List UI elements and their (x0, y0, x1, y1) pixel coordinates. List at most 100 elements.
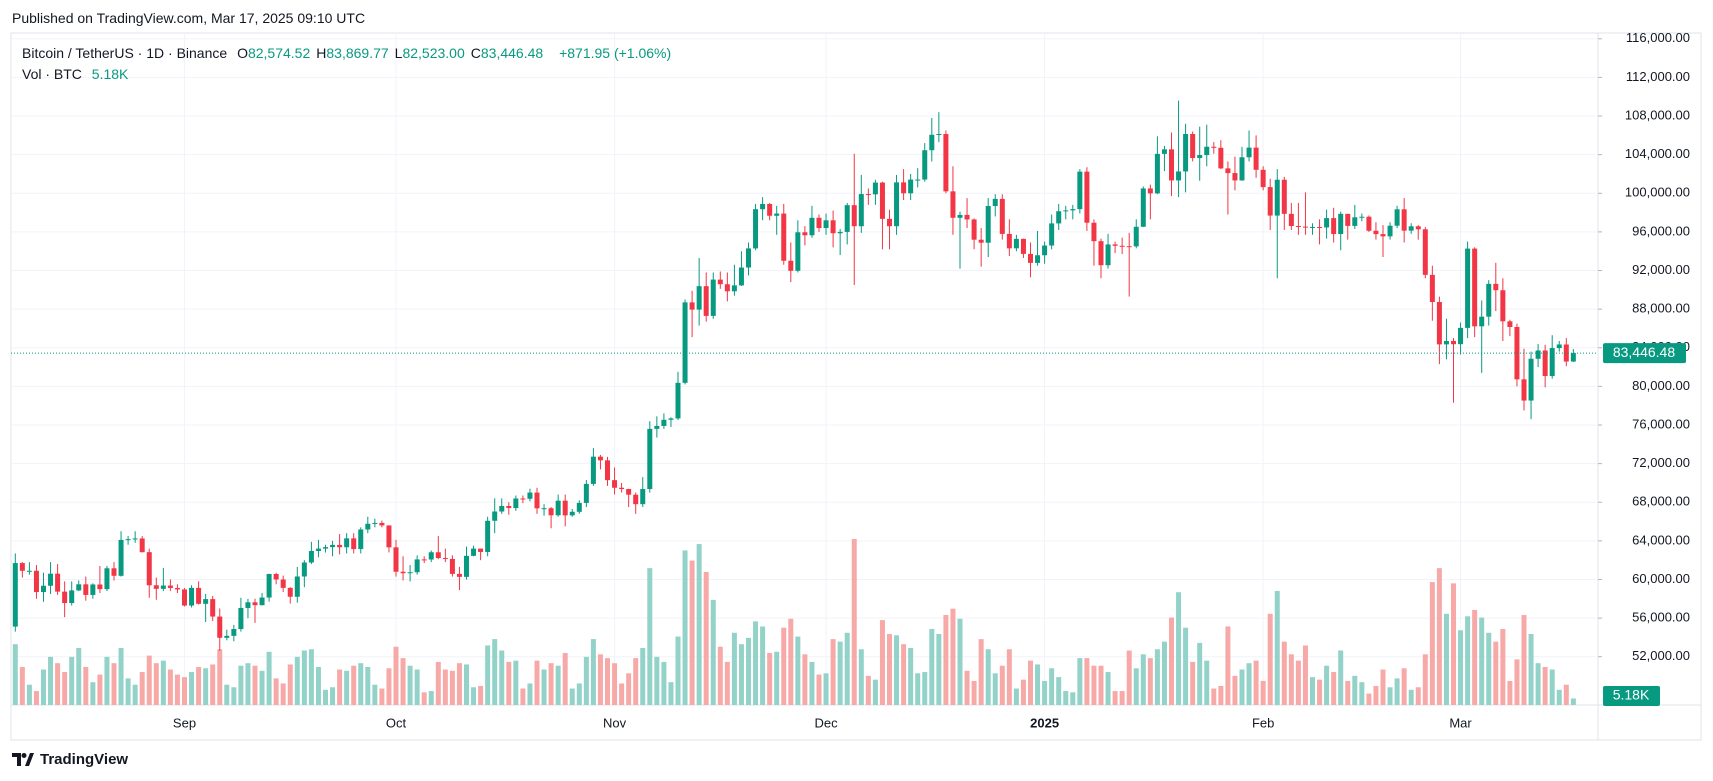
y-tick-label: 116,000.00 (1626, 30, 1690, 45)
candle-body (788, 260, 794, 271)
candle-body (1422, 229, 1428, 275)
y-tick-label: 72,000.00 (1632, 455, 1690, 470)
volume-bar (1183, 627, 1189, 705)
volume-bar (414, 669, 420, 705)
candle-body (1084, 171, 1090, 223)
candle-body (590, 456, 596, 484)
candle-body (1197, 155, 1203, 159)
volume-bar (506, 661, 512, 705)
volume-bar (1401, 668, 1407, 705)
candle-body (280, 579, 286, 588)
volume-bar (19, 666, 25, 705)
volume-bar (710, 599, 716, 705)
candle-body (449, 558, 455, 574)
volume-bar (400, 658, 406, 705)
volume-bar (1133, 668, 1139, 705)
axes: 52,000.00 56,000.00 60,000.00 64,000.00 68,0… (11, 30, 1690, 730)
volume-bar (1387, 687, 1393, 705)
candle-body (259, 597, 265, 606)
volume-bar (999, 665, 1005, 705)
candle-body (1105, 244, 1111, 266)
candle-body (703, 286, 709, 316)
candle-body (569, 511, 575, 516)
candle-body (139, 538, 145, 553)
candle-body (499, 506, 505, 512)
candle-body (407, 572, 413, 574)
volume-bar (351, 665, 357, 705)
candle-body (1310, 226, 1315, 228)
candle-body (104, 568, 110, 590)
candle-body (746, 248, 751, 268)
volume-bar (1253, 660, 1259, 705)
volume-bar (323, 689, 328, 705)
candle-body (1098, 241, 1104, 266)
change: +871.95 (+1.06%) (559, 45, 672, 61)
candle-body (534, 492, 540, 509)
candle-body (661, 419, 667, 426)
volume-bar (1112, 691, 1118, 705)
candle-body (915, 179, 921, 181)
candle-body (605, 460, 610, 481)
candle-body (125, 539, 131, 541)
volume-bar (760, 626, 766, 705)
candle-body (1267, 187, 1273, 216)
brand: TradingView (12, 751, 128, 768)
volume-bar (1310, 677, 1315, 705)
volume-bar (33, 691, 39, 705)
volume-bar (767, 653, 773, 705)
candle-body (901, 182, 907, 194)
candle-body (781, 213, 787, 261)
volume-bar (1535, 663, 1541, 705)
volume-bar (619, 683, 625, 705)
candle-body (1486, 283, 1492, 317)
candle-body (738, 267, 744, 286)
volume-bar (830, 639, 836, 705)
volume-bar (936, 634, 942, 705)
last-price-label: 83,446.48 (1613, 344, 1675, 360)
candle-body (1324, 218, 1330, 228)
candle-body (231, 629, 237, 636)
candle-body (943, 133, 949, 192)
candle-body (442, 558, 448, 560)
ohlc-key: L (394, 45, 403, 61)
volume-bar (675, 636, 681, 705)
candles (12, 100, 1576, 651)
candle-body (196, 587, 202, 604)
volume-bar (1443, 613, 1449, 705)
volume-bar (724, 661, 730, 705)
last-volume-box (1603, 686, 1660, 706)
volume-bar (1415, 687, 1421, 705)
candle-body (287, 587, 293, 597)
candle-body (1133, 226, 1139, 247)
volume-bar (421, 692, 427, 705)
ohlc-key: H (316, 45, 327, 61)
volume-bar (182, 677, 187, 705)
candle-body (1408, 226, 1414, 231)
volume-bar (280, 683, 286, 705)
volume-bar (774, 651, 780, 705)
volume-bar (301, 650, 307, 705)
candle-body (753, 209, 759, 249)
candle-body (816, 217, 822, 229)
candle-body (189, 587, 195, 606)
candle-body (118, 539, 124, 576)
candle-body (1056, 211, 1062, 224)
volume-bar (1549, 669, 1555, 705)
candle-body (1028, 253, 1033, 263)
candle-body (111, 568, 117, 576)
candle-body (1415, 226, 1421, 230)
volume-bar (1028, 660, 1033, 705)
volume-bar (590, 639, 596, 705)
candle-body (1006, 233, 1012, 249)
volume-bar (1359, 682, 1365, 705)
volume-bar (153, 663, 159, 705)
y-tick-label: 112,000.00 (1626, 69, 1690, 84)
volume-bar (865, 675, 871, 705)
volume-bar (597, 654, 603, 705)
candle-body (12, 563, 18, 627)
candle-body (1112, 244, 1118, 246)
volume-bars (12, 539, 1576, 705)
volume-bar (478, 685, 484, 705)
candle-body (1401, 209, 1407, 231)
candle-body (83, 584, 89, 595)
